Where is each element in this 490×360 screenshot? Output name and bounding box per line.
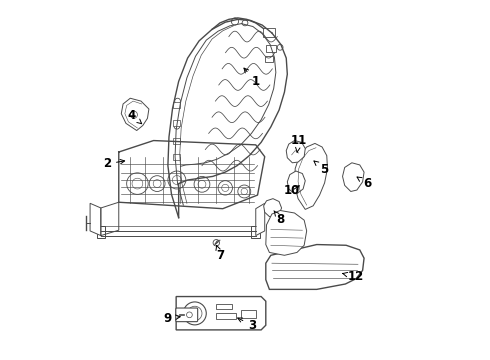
Polygon shape — [287, 171, 305, 194]
Bar — [172, 102, 180, 108]
Bar — [216, 313, 236, 319]
FancyBboxPatch shape — [176, 308, 197, 321]
Bar — [216, 304, 232, 309]
Text: 6: 6 — [357, 177, 371, 190]
Bar — [263, 28, 275, 37]
Text: 11: 11 — [291, 134, 307, 153]
Text: 7: 7 — [216, 246, 224, 262]
Bar — [172, 138, 180, 144]
Text: 1: 1 — [244, 68, 260, 88]
Text: 5: 5 — [314, 161, 328, 176]
Bar — [241, 310, 256, 318]
Polygon shape — [122, 98, 149, 131]
Text: 2: 2 — [103, 157, 124, 170]
Text: 10: 10 — [284, 184, 300, 197]
Text: 4: 4 — [128, 109, 142, 124]
Bar — [265, 56, 272, 62]
Bar — [172, 120, 180, 126]
Bar — [97, 226, 105, 238]
Polygon shape — [266, 244, 364, 289]
Text: 3: 3 — [238, 318, 256, 332]
Polygon shape — [286, 140, 305, 163]
Text: 9: 9 — [164, 311, 180, 325]
Polygon shape — [343, 163, 364, 192]
Polygon shape — [256, 203, 265, 235]
Bar — [172, 154, 180, 160]
Polygon shape — [294, 143, 327, 210]
Bar — [266, 45, 276, 51]
Polygon shape — [90, 203, 101, 235]
Polygon shape — [266, 211, 307, 255]
Polygon shape — [176, 297, 266, 330]
Bar — [251, 226, 260, 238]
Text: 8: 8 — [274, 211, 285, 226]
Polygon shape — [264, 199, 282, 217]
Text: 12: 12 — [343, 270, 364, 283]
